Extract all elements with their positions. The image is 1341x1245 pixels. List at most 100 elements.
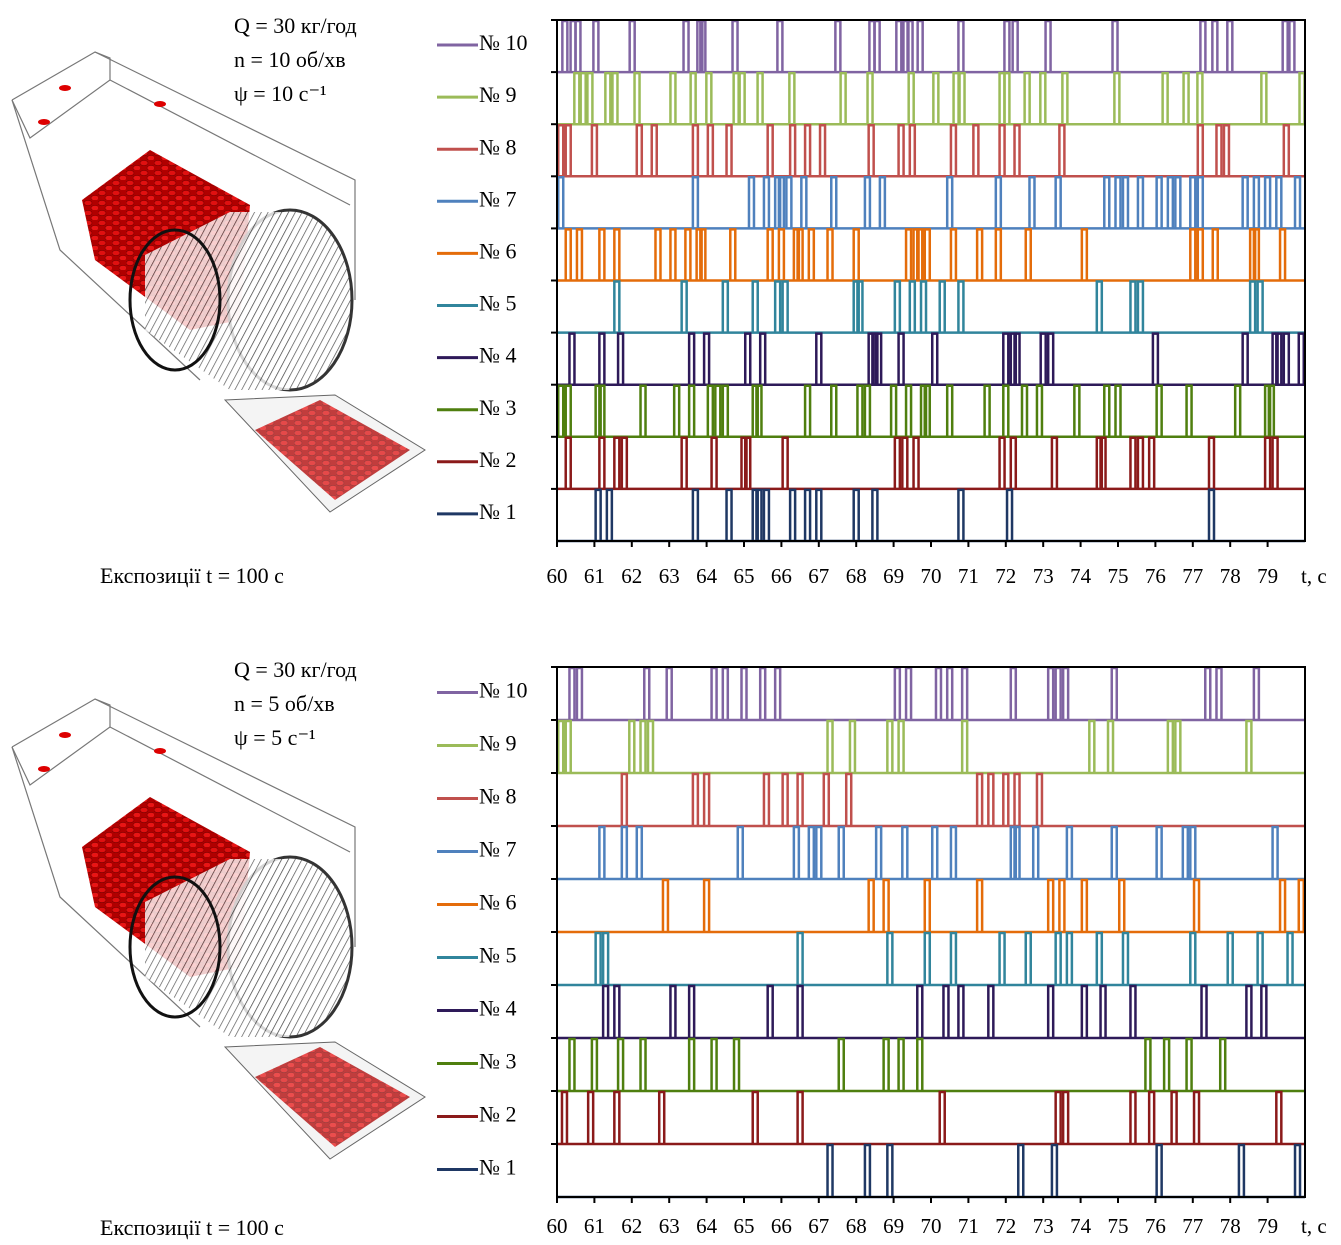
pulse <box>764 177 769 228</box>
pulse <box>910 125 915 176</box>
pulse <box>798 986 803 1038</box>
pulse <box>1153 334 1158 385</box>
pulse <box>857 386 862 437</box>
pulse <box>753 1092 758 1144</box>
pulse <box>902 827 907 879</box>
pulse <box>764 774 769 826</box>
pulse <box>1164 1039 1169 1091</box>
pulse <box>1000 125 1005 176</box>
pulse <box>809 827 814 879</box>
pulse <box>996 177 1001 228</box>
pulse <box>786 177 791 228</box>
pulse <box>558 721 563 773</box>
pulse <box>674 386 679 437</box>
pulse <box>622 827 627 879</box>
pulse <box>1112 827 1117 879</box>
pulse <box>1101 986 1106 1038</box>
pulse <box>1025 73 1030 124</box>
pulse <box>1168 177 1173 228</box>
x-tick-label: 66 <box>771 1214 792 1238</box>
legend-label: № 8 <box>479 783 517 808</box>
pulse <box>940 282 945 333</box>
pulse <box>1187 1039 1192 1091</box>
pulse <box>667 668 672 720</box>
pulse <box>958 490 963 541</box>
pulse <box>614 438 619 489</box>
pulse <box>727 490 732 541</box>
pulse <box>1097 282 1102 333</box>
pulse <box>558 125 563 176</box>
pulse <box>985 386 990 437</box>
pulse <box>1104 177 1109 228</box>
pulse <box>895 282 900 333</box>
legend-label: № 6 <box>479 238 517 263</box>
pulse <box>1283 21 1288 72</box>
pulse <box>605 73 610 124</box>
legend-label: № 1 <box>479 499 517 524</box>
x-tick-label: 73 <box>1033 564 1054 588</box>
pulse <box>689 1039 694 1091</box>
pulse <box>1183 827 1188 879</box>
pulse <box>693 177 698 228</box>
pulse <box>708 386 713 437</box>
x-tick-label: 72 <box>995 1214 1016 1238</box>
pulse <box>875 21 880 72</box>
pulse <box>1276 1092 1281 1144</box>
legend-label: № 6 <box>479 889 517 914</box>
pulse <box>592 1039 597 1091</box>
pulse <box>635 73 640 124</box>
pulse <box>977 880 982 932</box>
legend-label: № 2 <box>479 1101 517 1126</box>
pulse <box>1026 229 1031 280</box>
pulse <box>1209 438 1214 489</box>
pulse <box>801 177 806 228</box>
pulse <box>865 1145 870 1197</box>
pulse <box>996 229 1001 280</box>
pulse <box>1003 386 1008 437</box>
pulse <box>1198 125 1203 176</box>
pulse <box>839 827 844 879</box>
pulse <box>569 334 574 385</box>
pulse <box>734 73 739 124</box>
x-axis-label: t, c <box>1301 564 1327 588</box>
pulse <box>951 827 956 879</box>
pulse <box>712 438 717 489</box>
pulse <box>1198 177 1203 228</box>
pulse <box>1175 177 1180 228</box>
pulse <box>909 73 914 124</box>
pulse <box>1184 73 1189 124</box>
pulse <box>1194 880 1199 932</box>
pulse <box>587 73 592 124</box>
illustration-bottom <box>12 699 425 1159</box>
pulse <box>641 386 646 437</box>
pulse <box>884 1039 889 1091</box>
pulse <box>940 1092 945 1144</box>
pulse <box>1082 986 1087 1038</box>
pulse <box>869 125 874 176</box>
pulse <box>1040 73 1045 124</box>
pulse <box>1172 1092 1177 1144</box>
parameter-label: n = 10 об/хв <box>234 47 346 72</box>
pulse <box>880 177 885 228</box>
pulse <box>1062 73 1067 124</box>
pulse <box>637 125 642 176</box>
pulse <box>868 73 873 124</box>
pulse <box>936 668 941 720</box>
legend-label: № 4 <box>479 343 517 368</box>
pulse <box>612 73 617 124</box>
pulse <box>1018 1145 1023 1197</box>
pulse <box>1056 177 1061 228</box>
pulse <box>1200 21 1205 72</box>
pulse <box>730 229 735 280</box>
pulse <box>933 73 938 124</box>
pulse <box>1276 177 1281 228</box>
pulse <box>908 21 913 72</box>
pulse <box>689 386 694 437</box>
pulse <box>925 880 930 932</box>
legend-label: № 10 <box>479 30 528 55</box>
pulse <box>1205 668 1210 720</box>
pulse <box>723 668 728 720</box>
pulse <box>562 21 567 72</box>
pulse <box>1243 177 1248 228</box>
pulse <box>1119 880 1124 932</box>
